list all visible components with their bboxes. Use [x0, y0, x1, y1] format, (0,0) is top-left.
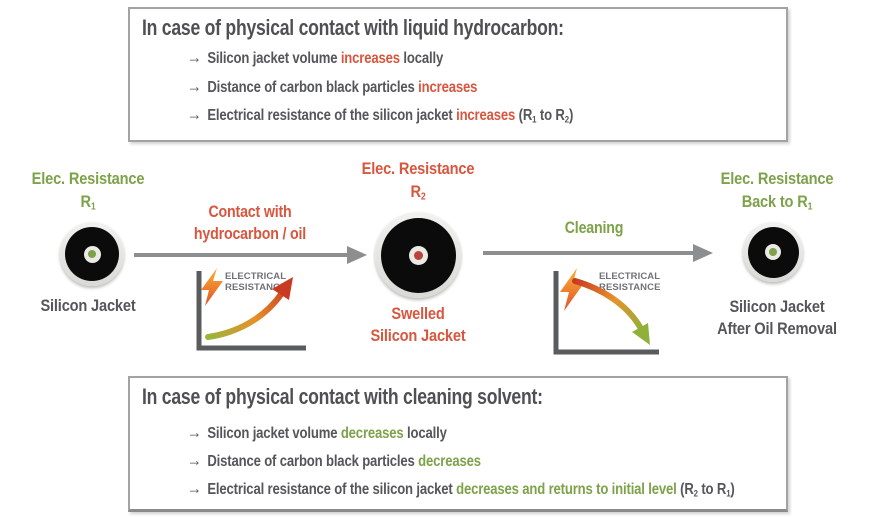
bullet-jacket-volume-decreases: → Silicon jacket volume decreases locally [187, 422, 447, 443]
chart-axes [196, 271, 306, 351]
chart-label-line1: ELECTRICAL [225, 271, 286, 282]
transition1-label: Contact with hydrocarbon / oil [183, 201, 317, 245]
chart-label-line2: RESISTANCE [225, 282, 287, 293]
trend-down-curve [572, 278, 643, 330]
bullet-text: (R [515, 107, 533, 124]
transition2-label: Cleaning [564, 219, 624, 237]
bullet-text: locally [399, 50, 444, 67]
bullet-jacket-volume-increases: → Silicon jacket volume increases locally [187, 47, 443, 68]
trend-up-curve [205, 290, 285, 340]
bullet-highlight: decreases [418, 453, 481, 470]
bullet-highlight: decreases [340, 425, 404, 442]
stage3-caption-line2: After Oil Removal [717, 319, 837, 338]
stage1-resistance-text: Elec. Resistance [31, 169, 145, 188]
bullet-arrow-icon: → [187, 76, 202, 96]
chart-label-line1: ELECTRICAL [599, 271, 660, 282]
transition1-line2: hydrocarbon / oil [193, 225, 307, 243]
bullet-text: Distance of carbon black particles [207, 79, 419, 96]
flow-arrow-head-icon [347, 246, 367, 264]
subscript: 1 [90, 201, 96, 213]
bullet-particle-distance-decreases: → Distance of carbon black particles decr… [187, 450, 481, 471]
bullet-text: ) [730, 481, 735, 498]
stage2-caption-line2: Silicon Jacket [370, 326, 466, 345]
stage2-resistance-text: Elec. Resistance [361, 159, 475, 178]
jacket-black-ring [380, 217, 456, 293]
stage2-r2-label: R2 [410, 182, 426, 203]
stage1-r1-label: R1 [80, 192, 96, 213]
flow-arrow-shaft [483, 251, 694, 255]
trend-up-arrowhead-icon [272, 277, 293, 300]
lightning-bolt-icon [201, 268, 223, 306]
transition1-line1: Contact with [208, 203, 292, 221]
bullet-resistance-decreases: → Electrical resistance of the silicon ja… [187, 478, 735, 499]
cleaning-box-title: In case of physical contact with cleanin… [142, 384, 543, 409]
flow-arrow-head-icon [693, 244, 713, 262]
jacket-core-ring [408, 245, 428, 265]
subscript: 1 [532, 114, 537, 126]
jacket-core-ring [83, 245, 101, 263]
bullet-arrow-icon: → [187, 47, 202, 67]
bullet-text: ) [568, 107, 574, 124]
bullet-text: Silicon jacket volume [207, 50, 341, 67]
stage3-caption-line1: Silicon Jacket [729, 297, 825, 316]
bullet-text: Distance of carbon black particles [207, 453, 419, 470]
jacket-center-dot-green [769, 248, 777, 256]
bullet-resistance-increases: → Electrical resistance of the silicon ja… [187, 104, 573, 125]
cleaned-silicon-jacket-icon [743, 222, 803, 282]
swelled-silicon-jacket-icon [375, 212, 461, 298]
subscript: 2 [693, 488, 698, 500]
bullet-text: to R [697, 481, 727, 498]
jacket-core-ring [765, 244, 781, 260]
subscript: 1 [726, 488, 731, 500]
subscript: 2 [420, 191, 426, 203]
jacket-black-ring [65, 227, 119, 281]
hydrocarbon-box-title: In case of physical contact with liquid … [142, 15, 564, 40]
stage1-caption: Silicon Jacket [40, 296, 136, 315]
bullet-highlight: decreases and returns to initial level [456, 481, 677, 498]
lightning-bolt-icon [560, 268, 584, 311]
bullet-arrow-icon: → [187, 478, 202, 498]
bullet-arrow-icon: → [187, 450, 202, 470]
flow-arrow-shaft [134, 253, 348, 257]
stage2-resistance-label: Elec. Resistance R2 [354, 157, 483, 209]
bullet-text: Silicon jacket volume [207, 425, 341, 442]
jacket-center-dot-green [88, 250, 96, 258]
stage3-resistance-text: Elec. Resistance [720, 169, 834, 188]
silicon-jacket-icon [60, 222, 124, 286]
cleaning-solvent-info-box: In case of physical contact with cleanin… [128, 376, 788, 512]
subscript: 2 [564, 114, 569, 126]
bullet-arrow-icon: → [187, 422, 202, 442]
bullet-text: Electrical resistance of the silicon jac… [207, 107, 457, 124]
bullet-text: Electrical resistance of the silicon jac… [207, 481, 457, 498]
resistance-decrease-chart: ELECTRICAL RESISTANCE [553, 268, 661, 355]
subscript: 1 [807, 201, 813, 213]
stage3-caption: Silicon Jacket After Oil Removal [708, 296, 846, 340]
stage3-back-to-r1-label: Back to R1 [741, 192, 813, 213]
chart-axes [553, 271, 659, 355]
stage2-caption-line1: Swelled [391, 304, 445, 323]
bullet-arrow-icon: → [187, 104, 202, 124]
bullet-text: (R [676, 481, 694, 498]
bullet-particle-distance-increases: → Distance of carbon black particles incr… [187, 76, 477, 97]
bullet-text: locally [403, 425, 447, 442]
jacket-black-ring [747, 226, 799, 278]
resistance-increase-chart: ELECTRICAL RESISTANCE [196, 268, 306, 351]
bullet-highlight: increases [340, 50, 400, 67]
hydrocarbon-info-box: In case of physical contact with liquid … [128, 7, 788, 142]
jacket-center-dot-red [413, 250, 423, 260]
bullet-highlight: increases [456, 107, 516, 124]
stage2-caption: Swelled Silicon Jacket [354, 303, 483, 347]
chart-label-line2: RESISTANCE [599, 282, 661, 293]
stage3-resistance-label: Elec. Resistance Back to R1 [713, 167, 842, 219]
trend-down-arrowhead-icon [632, 323, 650, 345]
bullet-text: to R [536, 107, 565, 124]
bullet-highlight: increases [418, 79, 478, 96]
stage1-resistance-label: Elec. Resistance R1 [24, 167, 153, 219]
